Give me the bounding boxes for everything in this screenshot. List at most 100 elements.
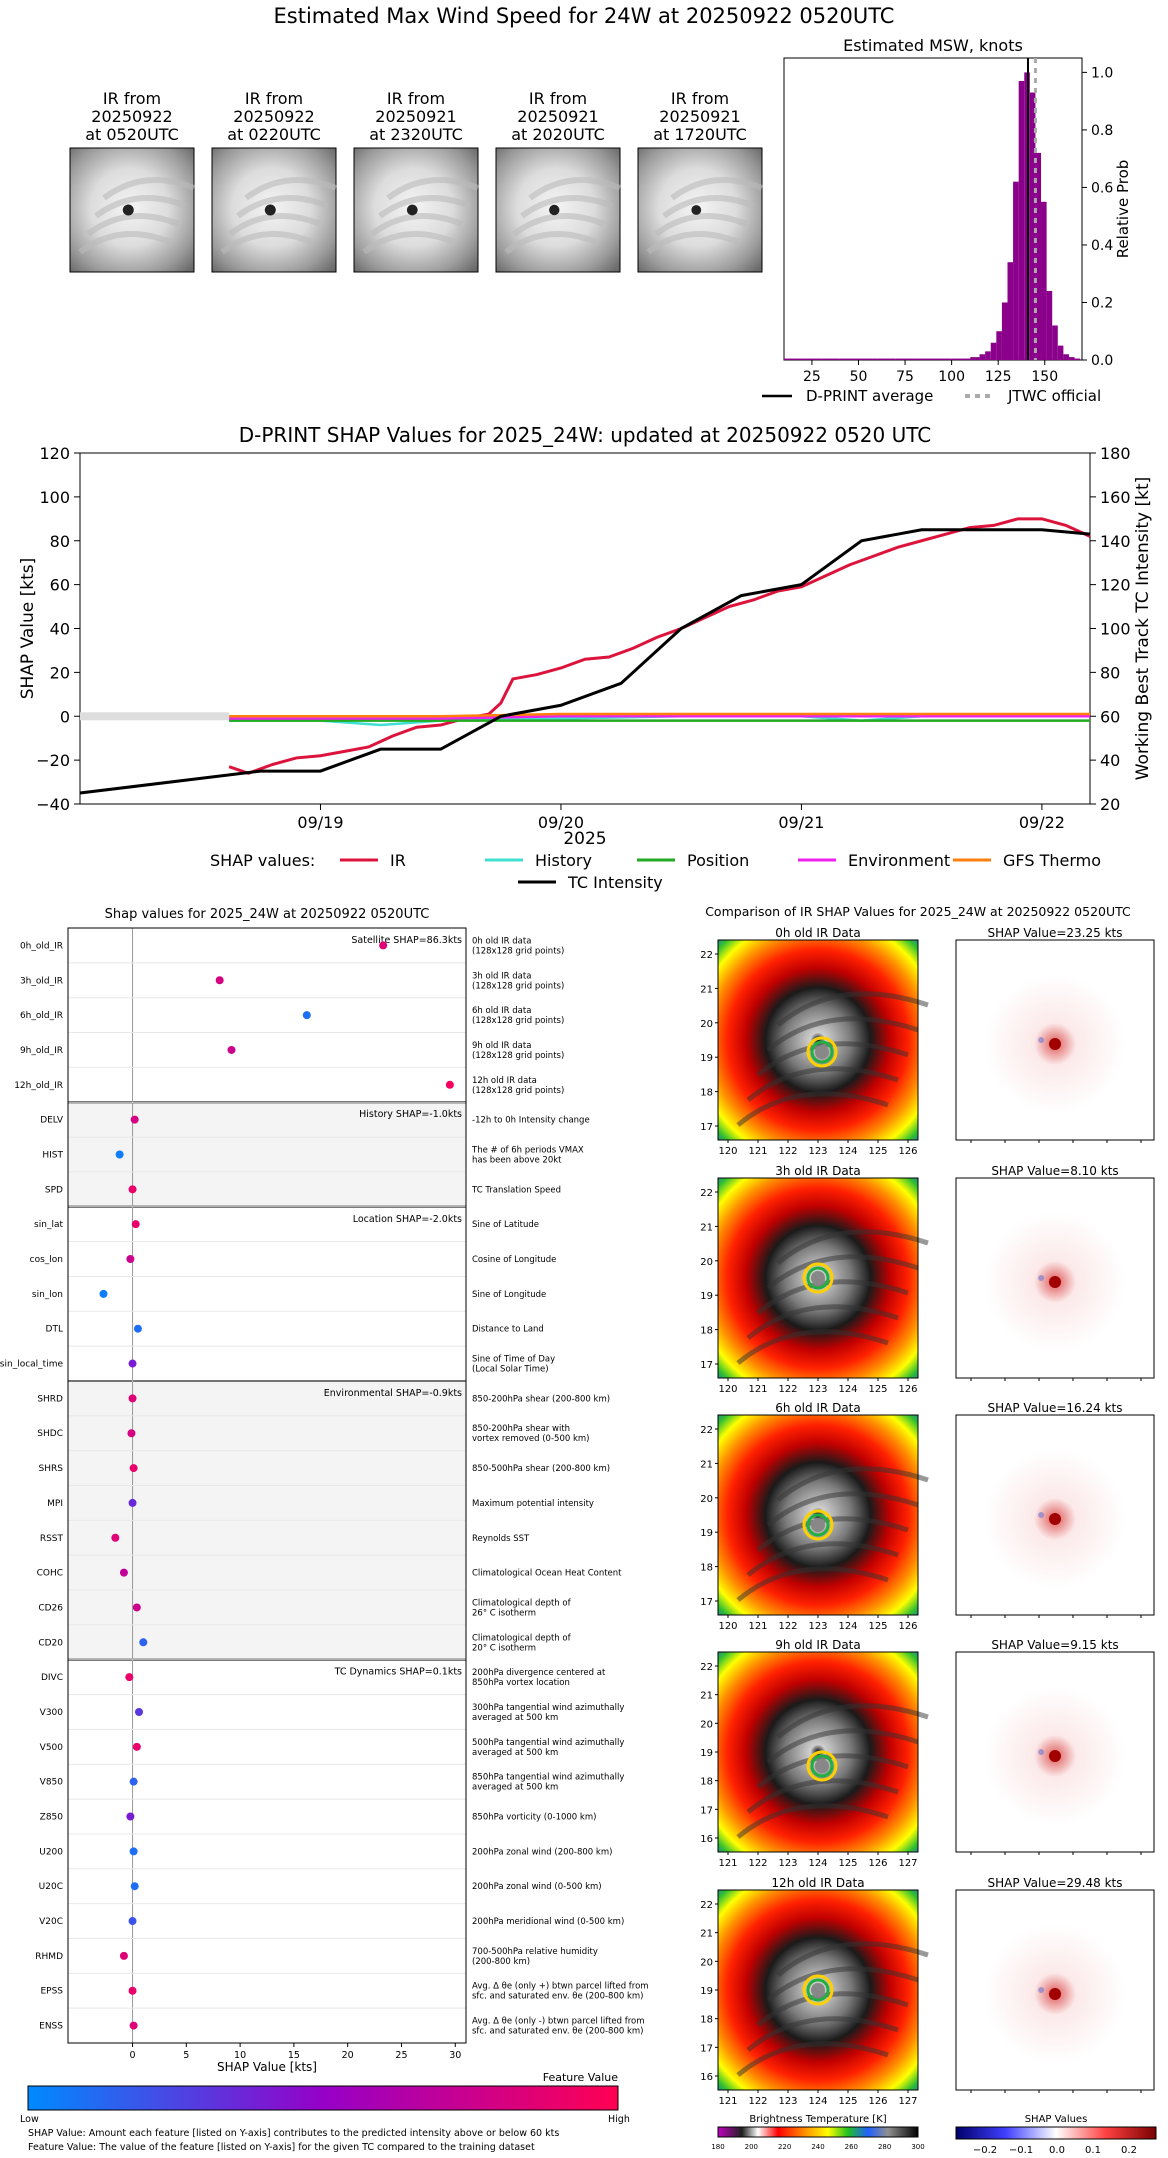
- footnote: Feature Value: The value of the feature …: [28, 2142, 535, 2153]
- msw-ytick: 0.6: [1091, 180, 1113, 196]
- group-label: Satellite SHAP=86.3kts: [351, 935, 462, 946]
- feature-desc: Sine of Longitude: [472, 1290, 546, 1300]
- msw-bar: [1013, 181, 1019, 360]
- group-label: Environmental SHAP=-0.9kts: [324, 1388, 462, 1399]
- feature-desc: Distance to Land: [472, 1325, 544, 1335]
- ir-ytick: 19: [700, 1291, 713, 1302]
- ir-xtick: 121: [748, 1384, 767, 1395]
- feature-desc: 6h old IR data: [472, 1006, 531, 1016]
- sv-tick: −0.1: [1009, 2145, 1033, 2156]
- shap-ts-ytick-left: 60: [50, 576, 70, 595]
- ir-ytick: 17: [700, 1805, 713, 1816]
- cloud-band: [244, 177, 338, 201]
- eyewall-ring: [806, 1750, 838, 1782]
- series-line-ir: [228, 517, 1091, 775]
- spiral-band: [766, 1016, 919, 1052]
- feature-desc: Climatological depth of: [472, 1633, 572, 1643]
- feature-desc: (128x128 grid points): [472, 1086, 564, 1096]
- ir-xtick: 120: [718, 1621, 737, 1632]
- feature-desc: averaged at 500 km: [472, 1748, 558, 1758]
- spiral-band: [776, 1703, 929, 1739]
- ir-ytick: 20: [700, 1019, 713, 1030]
- cloud-band: [512, 213, 606, 237]
- shap-map-frame: [955, 1414, 1155, 1616]
- ir-ytick: 17: [700, 1122, 713, 1133]
- ir-ytick: 22: [700, 950, 713, 961]
- shap-legend-label: TC Intensity: [567, 873, 663, 892]
- ir-ytick: 19: [700, 1053, 713, 1064]
- feature-point: [127, 1429, 136, 1438]
- shap-legend-label: GFS Thermo: [1003, 851, 1101, 870]
- cloud-band: [236, 195, 330, 219]
- shap-legend-title: SHAP values:: [210, 851, 315, 870]
- feature-desc: 3h old IR data: [472, 971, 531, 981]
- ir-ytick: 22: [700, 1662, 713, 1673]
- spiral-band: [746, 1778, 899, 1814]
- scatter-xlabel: SHAP Value [kts]: [217, 2060, 317, 2074]
- shap-legend-label: IR: [390, 851, 406, 870]
- shap-ts-ytick-left: 0: [60, 707, 70, 726]
- sv-tick: 0.2: [1121, 2145, 1137, 2156]
- feature-desc: Reynolds SST: [472, 1534, 530, 1544]
- feature-point: [128, 1986, 137, 1995]
- colorbar-title: Feature Value: [543, 2071, 619, 2084]
- ir-row-label: 9h old IR Data: [775, 1638, 861, 1652]
- msw-bar: [1074, 358, 1081, 360]
- eyewall-ring: [802, 1262, 834, 1294]
- feature-name: COHC: [37, 1569, 63, 1579]
- ir-xtick: 121: [748, 1146, 767, 1157]
- sv-colorbar-title: SHAP Values: [1025, 2114, 1088, 2125]
- feature-point: [134, 1707, 143, 1716]
- feature-name: RSST: [40, 1534, 64, 1544]
- spiral-band: [736, 1566, 889, 1602]
- feature-desc: (128x128 grid points): [472, 946, 564, 956]
- shap-ts-ytick-right: 160: [1100, 488, 1131, 507]
- feature-name: HIST: [42, 1150, 63, 1160]
- feature-desc: 0h old IR data: [472, 936, 531, 946]
- feature-name: 0h_old_IR: [20, 941, 63, 951]
- shap-ts-ytick-right: 120: [1100, 576, 1131, 595]
- legend-dprint-label: D-PRINT average: [806, 387, 933, 405]
- msw-bar: [1063, 354, 1069, 360]
- cloud-band: [670, 177, 764, 201]
- sv-tick: 0.0: [1049, 2145, 1065, 2156]
- feature-point: [126, 1255, 135, 1264]
- scatter-title: Shap values for 2025_24W at 20250922 052…: [105, 907, 430, 922]
- feature-desc: averaged at 500 km: [472, 1783, 558, 1793]
- msw-bar: [858, 358, 878, 360]
- shap-map-frame: [955, 1177, 1155, 1379]
- feature-desc: 200hPa zonal wind (200-800 km): [472, 1847, 612, 1857]
- feature-point: [130, 1115, 139, 1124]
- ir-ytick: 22: [700, 1425, 713, 1436]
- feature-desc: Maximum potential intensity: [472, 1499, 594, 1509]
- eyewall-ring: [806, 1266, 830, 1290]
- msw-bar: [802, 358, 822, 360]
- feature-name: SHRD: [37, 1394, 63, 1404]
- feature-name: EPSS: [40, 1987, 63, 1997]
- feature-desc: (128x128 grid points): [472, 981, 564, 991]
- feature-point: [128, 1359, 137, 1368]
- bt-tick: 220: [778, 2143, 791, 2151]
- feature-desc: 200hPa zonal wind (0-500 km): [472, 1882, 602, 1892]
- ir-xtick: 121: [718, 1858, 737, 1869]
- ir-row-label: 6h old IR Data: [775, 1401, 861, 1415]
- shap-ts-ytick-left: 100: [39, 488, 70, 507]
- storm-eye: [122, 204, 134, 216]
- feature-desc: 850hPa tangential wind azimuthally: [472, 1773, 624, 1783]
- ir-xtick: 125: [868, 1384, 887, 1395]
- feature-desc: vortex removed (0-500 km): [472, 1434, 589, 1444]
- feature-point: [119, 1568, 128, 1577]
- msw-bar: [914, 358, 933, 360]
- feature-desc: Climatological depth of: [472, 1598, 572, 1608]
- shap-map-label: SHAP Value=23.25 kts: [988, 926, 1123, 940]
- ir-thumb-label: IR from: [671, 89, 729, 108]
- ir-ytick: 22: [700, 1188, 713, 1199]
- ir-ytick: 21: [700, 1459, 713, 1470]
- group-label: TC Dynamics SHAP=0.1kts: [334, 1667, 462, 1678]
- ir-row-label: 3h old IR Data: [775, 1164, 861, 1178]
- shap-map-frame: [955, 1651, 1155, 1853]
- legend-jtwc-label: JTWC official: [1007, 387, 1101, 405]
- ir-compare-title: Comparison of IR SHAP Values for 2025_24…: [705, 904, 1131, 919]
